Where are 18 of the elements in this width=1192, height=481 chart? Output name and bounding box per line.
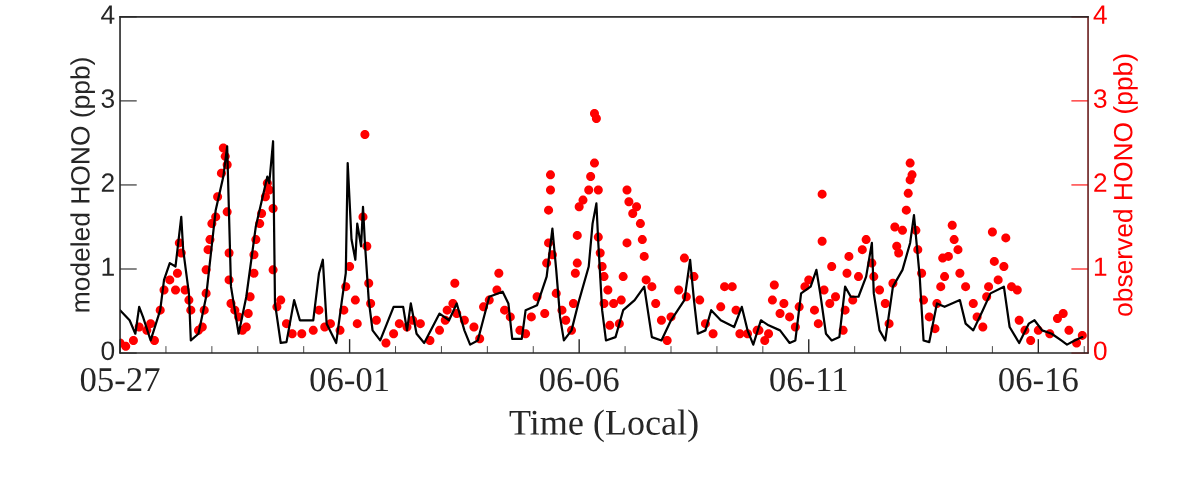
x-tick-label: 06-16 <box>999 367 1078 392</box>
y2-tick-label: 1 <box>1094 257 1107 276</box>
y-axis-title: modeled HONO (ppb) <box>70 58 95 312</box>
y-tick-label: 3 <box>101 89 115 108</box>
y2-axis-title: observed HONO (ppb) <box>1113 54 1138 316</box>
y-tick-label: 0 <box>101 341 115 361</box>
y-tick-label: 2 <box>101 173 114 192</box>
x-tick-label: 06-11 <box>770 367 847 392</box>
x-tick-label: 06-01 <box>310 367 389 392</box>
y2-tick-label: 2 <box>1094 173 1107 192</box>
y-tick-label: 1 <box>102 257 114 276</box>
x-tick-label: 05-27 <box>80 367 160 392</box>
y2-tick-label: 3 <box>1093 89 1107 108</box>
x-axis-title: Time (Local) <box>509 409 698 443</box>
y-tick-label: 4 <box>101 5 115 24</box>
x-tick-label: 06-06 <box>540 367 619 392</box>
y2-tick-label: 4 <box>1093 5 1107 24</box>
y2-tick-label: 0 <box>1093 341 1107 361</box>
